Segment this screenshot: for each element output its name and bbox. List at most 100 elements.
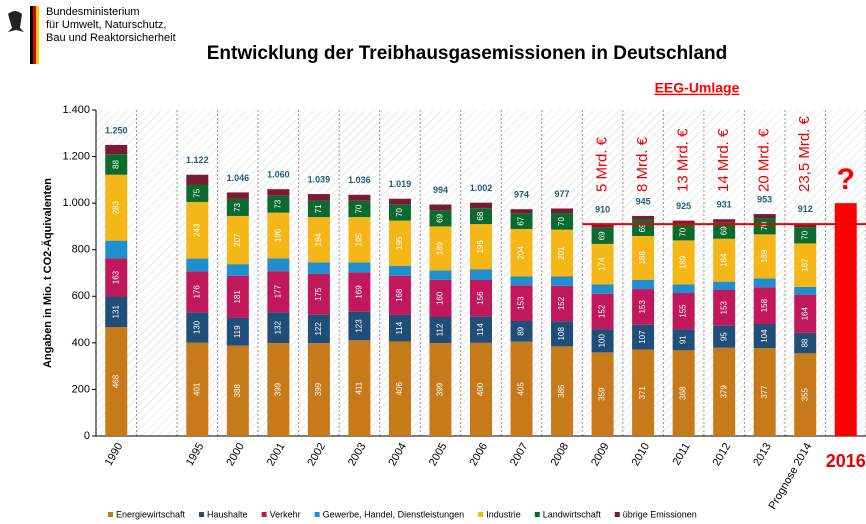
- bar-segment: [794, 227, 817, 244]
- segment-label: 88: [800, 338, 809, 347]
- bar-segment: [713, 281, 736, 290]
- segment-label: 401: [192, 382, 201, 396]
- segment-label: 385: [557, 384, 566, 398]
- total-label: 1.036: [348, 175, 371, 185]
- total-label: 945: [636, 196, 651, 206]
- eeg-label: 8 Mrd. €: [634, 136, 651, 192]
- segment-label: 114: [395, 321, 404, 334]
- segment-label: 187: [800, 258, 809, 272]
- legend-swatch: [108, 512, 113, 517]
- bar-segment: [307, 200, 330, 218]
- legend-swatch: [534, 512, 540, 517]
- bar-segment: [470, 316, 492, 343]
- bar-segment: [551, 285, 574, 322]
- bar-segment: [388, 220, 411, 267]
- segment-label: 355: [800, 387, 809, 401]
- eeg-label: 13 Mrd. €: [675, 128, 692, 192]
- bar-segment: [753, 218, 776, 235]
- bar-segment: [591, 284, 614, 294]
- eeg-label: 23,5 Mrd. €: [796, 115, 813, 192]
- eeg-label: 14 Mrd. €: [715, 128, 732, 192]
- y-tick-label: 400: [72, 337, 90, 349]
- segment-label: 400: [476, 382, 485, 396]
- segment-label: 114: [476, 323, 485, 336]
- bar-segment: [348, 194, 371, 201]
- segment-label: 195: [355, 233, 364, 247]
- total-label: 1.039: [308, 174, 331, 184]
- bar-segment: [429, 210, 452, 227]
- segment-label: 201: [557, 246, 566, 260]
- y-tick-label: 0: [84, 430, 90, 442]
- bar-segment: [388, 198, 411, 205]
- bar-segment: [267, 212, 290, 259]
- bar-segment: [226, 275, 249, 318]
- legend-label: Landwirtschaft: [543, 509, 602, 519]
- segment-label: 177: [273, 285, 282, 299]
- bar-segment: [632, 289, 655, 325]
- bar-segment: [753, 287, 776, 324]
- segment-label: 160: [436, 291, 445, 305]
- x-tick-label: Prognose 2014: [767, 441, 815, 512]
- bar-segment: [591, 329, 614, 353]
- segment-label: 371: [638, 386, 647, 400]
- bar-segment: [267, 258, 290, 272]
- segment-label: 158: [760, 298, 769, 312]
- bar-segment: [186, 271, 209, 313]
- x-tick-label: 2012: [711, 441, 734, 468]
- x-tick-label: 2008: [549, 441, 572, 468]
- x-tick-label: 2000: [224, 441, 247, 468]
- segment-label: 152: [557, 296, 566, 310]
- segment-label: 71: [314, 204, 323, 213]
- bar-segment: [551, 229, 574, 277]
- total-label: 977: [555, 189, 570, 199]
- bar-segment: [753, 278, 776, 288]
- segment-label: 164: [800, 307, 809, 321]
- segment-label: 69: [436, 213, 445, 222]
- segment-label: 368: [679, 386, 688, 400]
- segment-label: 131: [111, 305, 120, 319]
- bar-segment: [307, 343, 330, 436]
- bar-segment: [105, 296, 128, 328]
- bar-segment: [429, 204, 452, 211]
- bar-segment: [672, 284, 695, 294]
- bar-segment: [632, 235, 655, 280]
- bar-segment: [753, 348, 776, 436]
- bar-segment: [753, 234, 776, 279]
- bar-segment: [713, 238, 736, 282]
- segment-label: 283: [111, 200, 120, 214]
- total-label: 1.046: [227, 173, 250, 183]
- x-tick-label: 2011: [671, 441, 693, 467]
- segment-label: 123: [355, 319, 364, 333]
- segment-label: 399: [273, 382, 282, 396]
- segment-label: 153: [517, 296, 526, 310]
- bar-segment: [348, 217, 371, 263]
- bar-segment: [794, 332, 817, 354]
- bar-segment: [591, 293, 614, 330]
- segment-label: 176: [192, 285, 201, 299]
- segment-label: 174: [598, 257, 607, 271]
- segment-label: 406: [395, 382, 404, 396]
- total-label: 1.002: [470, 183, 493, 193]
- bar-segment: [753, 323, 776, 349]
- segment-label: 73: [233, 202, 242, 211]
- legend-label: Gewerbe, Handel, Dienstleistungen: [323, 509, 465, 519]
- segment-label: 156: [476, 291, 485, 305]
- forecast-bar: [834, 203, 857, 436]
- total-label: 912: [798, 204, 813, 214]
- bar-segment: [632, 324, 655, 350]
- org-line: Bundesministerium: [46, 6, 140, 18]
- segment-label: 189: [760, 249, 769, 263]
- bar-segment: [429, 226, 452, 271]
- legend-label: Verkehr: [270, 509, 301, 519]
- segment-label: 88: [111, 159, 120, 168]
- segment-label: 195: [395, 236, 404, 250]
- bar-segment: [713, 325, 736, 348]
- segment-label: 104: [760, 329, 769, 343]
- segment-label: 69: [638, 223, 647, 232]
- bar-segment: [307, 314, 330, 344]
- segment-label: 75: [192, 188, 201, 197]
- bar-segment: [105, 240, 128, 259]
- x-tick-label: 1990: [103, 441, 126, 468]
- segment-label: 130: [192, 320, 201, 334]
- x-tick-label: 2006: [467, 441, 490, 468]
